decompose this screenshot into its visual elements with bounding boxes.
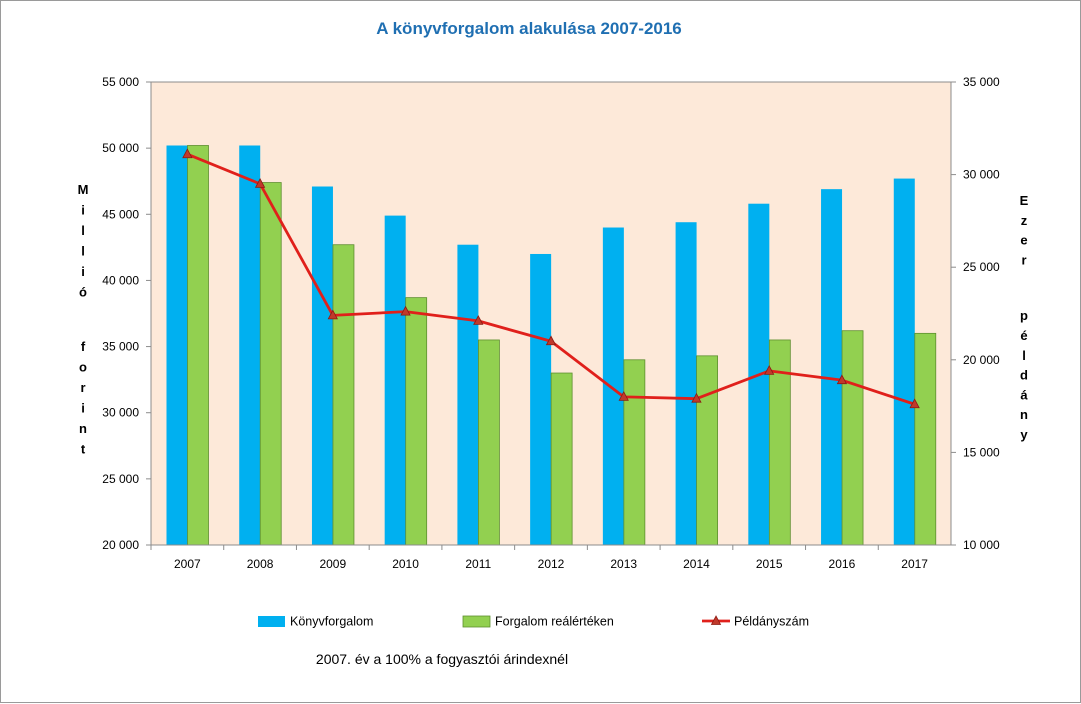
line-point-peldanyszam-2011 [473,315,484,325]
y-left-title-char: i [81,401,85,416]
x-tick-label: 2014 [683,557,710,571]
y-right-title-char: y [1020,427,1028,442]
y-left-tick-label: 45 000 [102,207,139,221]
y-left-tick-label: 35 000 [102,340,139,354]
legend-label: Könyvforgalom [290,615,373,629]
bars-group [166,145,937,546]
line-point-peldanyszam-2010 [400,305,411,316]
bar-forgalom-realerteken-2012 [550,372,573,546]
y-left-title-char: n [79,421,87,436]
line-series-group [182,148,920,409]
legend: Könyvforgalom Forgalom reálértéken Példány… [258,615,809,629]
y-left-title-char: f [81,339,86,354]
y-left-tick-label: 20 000 [102,538,139,552]
legend-swatch-1 [462,615,491,628]
line-point-peldanyszam-2016 [836,374,848,385]
y-right-tick-label: 25 000 [963,260,1000,274]
bar-konyvforgalom-2011 [457,244,479,545]
y-left-title-char: o [79,360,87,375]
y-left-tick-label: 55 000 [102,75,139,89]
bar-forgalom-realerteken-2008 [259,182,282,546]
bar-forgalom-realerteken-2011 [478,339,500,546]
y-right-title-char: z [1021,213,1028,228]
x-tick-label: 2017 [901,557,928,571]
line-point-peldanyszam-2007 [182,148,193,159]
y-right-title-char: d [1020,368,1028,383]
bar-konyvforgalom-2017 [893,178,915,545]
line-point-peldanyszam-2017 [909,398,920,409]
y-left-tick-label: 30 000 [102,406,139,420]
line-point-peldanyszam-2014 [691,392,702,403]
bar-forgalom-realerteken-2013 [623,359,646,546]
x-tick-label: 2016 [829,557,856,571]
x-tick-label: 2012 [538,557,565,571]
y-right-title-char: á [1020,387,1028,402]
line-point-peldanyszam-2013 [618,390,629,401]
bar-konyvforgalom-2014 [675,222,697,546]
axes-group: 20 000 25 000 30 000 35 000 40 000 45 000 50 0… [102,75,1000,571]
x-tick-label: 2015 [756,557,783,571]
y-left-title-char: r [80,380,85,395]
y-left-tick-label: 50 000 [102,141,139,155]
line-point-peldanyszam-2012 [545,335,557,346]
x-tick-label: 2011 [465,557,491,571]
legend-label: Forgalom reálértéken [495,615,614,629]
bar-konyvforgalom-2007 [166,145,188,546]
y-right-title-char: e [1020,233,1027,248]
y-left-title-char: t [81,442,86,457]
bar-forgalom-realerteken-2016 [841,330,864,546]
y-right-title-char: é [1020,328,1027,343]
y-right-tick-label: 35 000 [963,75,1000,89]
bar-forgalom-realerteken-2014 [696,355,718,546]
bar-konyvforgalom-2010 [384,215,406,545]
line-point-peldanyszam-2009 [327,309,338,320]
bar-konyvforgalom-2008 [239,145,261,546]
bar-konyvforgalom-2012 [530,253,552,545]
y-right-title-char: r [1021,252,1026,267]
bar-forgalom-realerteken-2009 [332,244,355,546]
bar-forgalom-realerteken-2017 [914,332,937,546]
line-point-peldanyszam-2015 [764,365,775,375]
x-tick-label: 2007 [174,557,201,571]
bar-konyvforgalom-2009 [311,186,333,545]
chart-title: A könyvforgalom alakulása 2007-2016 [376,19,682,38]
y-right-title-char: p [1020,308,1028,323]
y-right-tick-label: 30 000 [963,168,1000,182]
y-left-title-char: ó [79,285,87,300]
x-tick-label: 2008 [247,557,274,571]
legend-marker-triangle [710,615,722,625]
y-right-tick-label: 15 000 [963,445,1000,459]
bar-konyvforgalom-2013 [602,227,624,545]
x-tick-label: 2009 [319,557,346,571]
bar-forgalom-realerteken-2010 [405,297,428,546]
y-left-title-char: l [81,244,85,259]
y-left-tick-label: 25 000 [102,472,139,486]
x-tick-label: 2010 [392,557,419,571]
x-tick-label: 2013 [610,557,637,571]
y-right-tick-label: 20 000 [963,353,1000,367]
line-point-peldanyszam-2008 [254,178,266,188]
y-right-title-char: n [1020,407,1028,422]
y-right-tick-label: 10 000 [963,538,1000,552]
y-left-tick-label: 40 000 [102,273,139,287]
y-left-title-char: i [81,203,85,218]
chart-note: 2007. év a 100% a fogyasztói árindexnél [316,651,568,667]
y-left-title-char: M [78,182,89,197]
bar-forgalom-realerteken-2007 [187,145,209,546]
y-right-title-char: l [1022,348,1026,363]
y-left-title-char: i [81,264,85,279]
legend-label: Példányszám [734,615,809,629]
y-left-title-char: l [81,223,85,238]
legend-swatch-0 [258,616,285,627]
bar-konyvforgalom-2016 [821,189,843,545]
y-right-title-char: E [1020,193,1029,208]
